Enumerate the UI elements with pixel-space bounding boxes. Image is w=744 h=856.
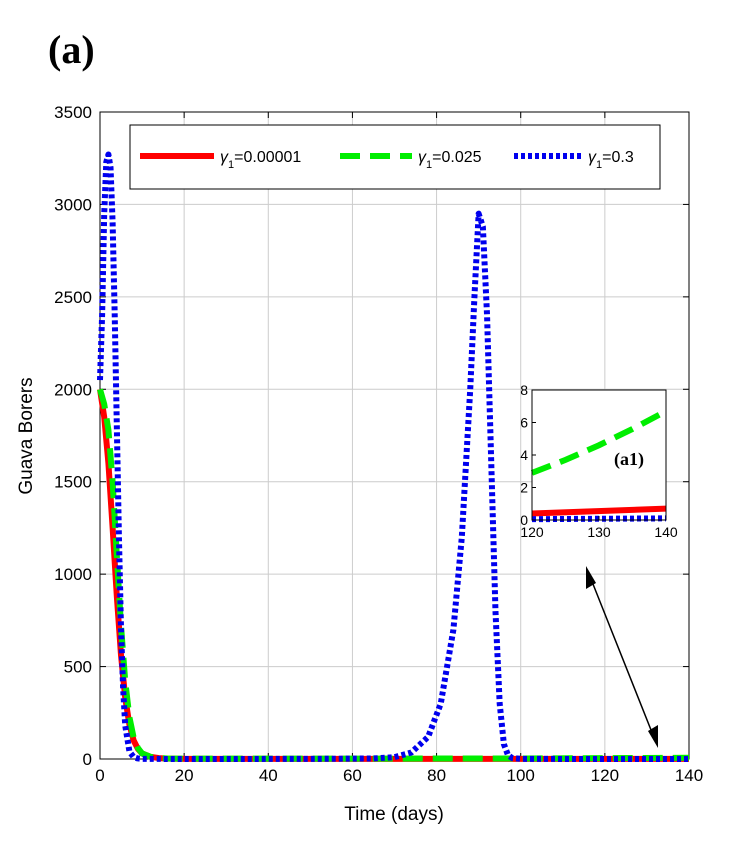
y-tick-label: 3500 [54,103,92,122]
series-line-3 [97,151,690,762]
arrow-shaft [588,573,656,741]
x-axis-ticks: 0 20 40 60 80 100 120 140 [95,112,703,785]
x-tick-label: 0 [95,766,104,785]
inset-y-tick-label: 0 [520,512,528,528]
legend-entry-3: γ1=0.3 [588,149,634,171]
arrow-head-top-icon [586,566,596,589]
x-tick-label: 100 [507,766,535,785]
x-axis-label: Time (days) [344,804,444,825]
inset-y-tick-label: 6 [520,415,528,431]
inset-y-ticks: 0 2 4 6 8 [520,382,536,528]
pointer-arrow [586,566,658,748]
series-line-2 [97,388,690,762]
y-tick-label: 2500 [54,288,92,307]
inset-x-tick-label: 140 [654,524,678,540]
y-tick-label: 1500 [54,473,92,492]
legend-entry-2: γ1=0.025 [418,149,482,171]
inset-label: (a1) [614,449,644,470]
legend-entry-1: γ1=0.00001 [220,149,301,171]
inset-x-tick-label: 120 [520,524,544,540]
x-tick-label: 60 [343,766,362,785]
y-tick-label: 3000 [54,195,92,214]
inset-series-line-1 [531,505,667,517]
y-tick-label: 500 [64,658,92,677]
inset-y-tick-label: 8 [520,382,528,398]
inset-series-line-3 [531,515,667,523]
panel-label: (a) [48,27,95,72]
inset-y-tick-label: 2 [520,480,528,496]
series-lines [97,151,690,762]
y-tick-label: 0 [83,750,92,769]
arrow-head-bottom-icon [648,725,658,748]
inset-y-tick-label: 4 [520,447,528,463]
y-tick-label: 2000 [54,380,92,399]
x-tick-label: 80 [427,766,446,785]
y-tick-label: 1000 [54,565,92,584]
legend: γ1=0.00001 γ1=0.025 γ1=0.3 [129,124,661,190]
x-tick-label: 140 [675,766,703,785]
x-tick-label: 40 [259,766,278,785]
inset-x-tick-label: 130 [587,524,611,540]
y-axis-ticks: 0 500 1000 1500 2000 2500 3000 3500 [54,103,689,769]
x-tick-label: 20 [175,766,194,785]
inset-plot: 0 2 4 6 8 120 130 140 (a1) [520,382,678,540]
y-axis-label: Guava Borers [16,377,37,494]
inset-background [532,390,666,520]
inset-series-line-2 [530,408,668,476]
inset-x-ticks: 120 130 140 [520,516,678,540]
inset-series-lines [530,408,668,523]
x-tick-label: 120 [591,766,619,785]
